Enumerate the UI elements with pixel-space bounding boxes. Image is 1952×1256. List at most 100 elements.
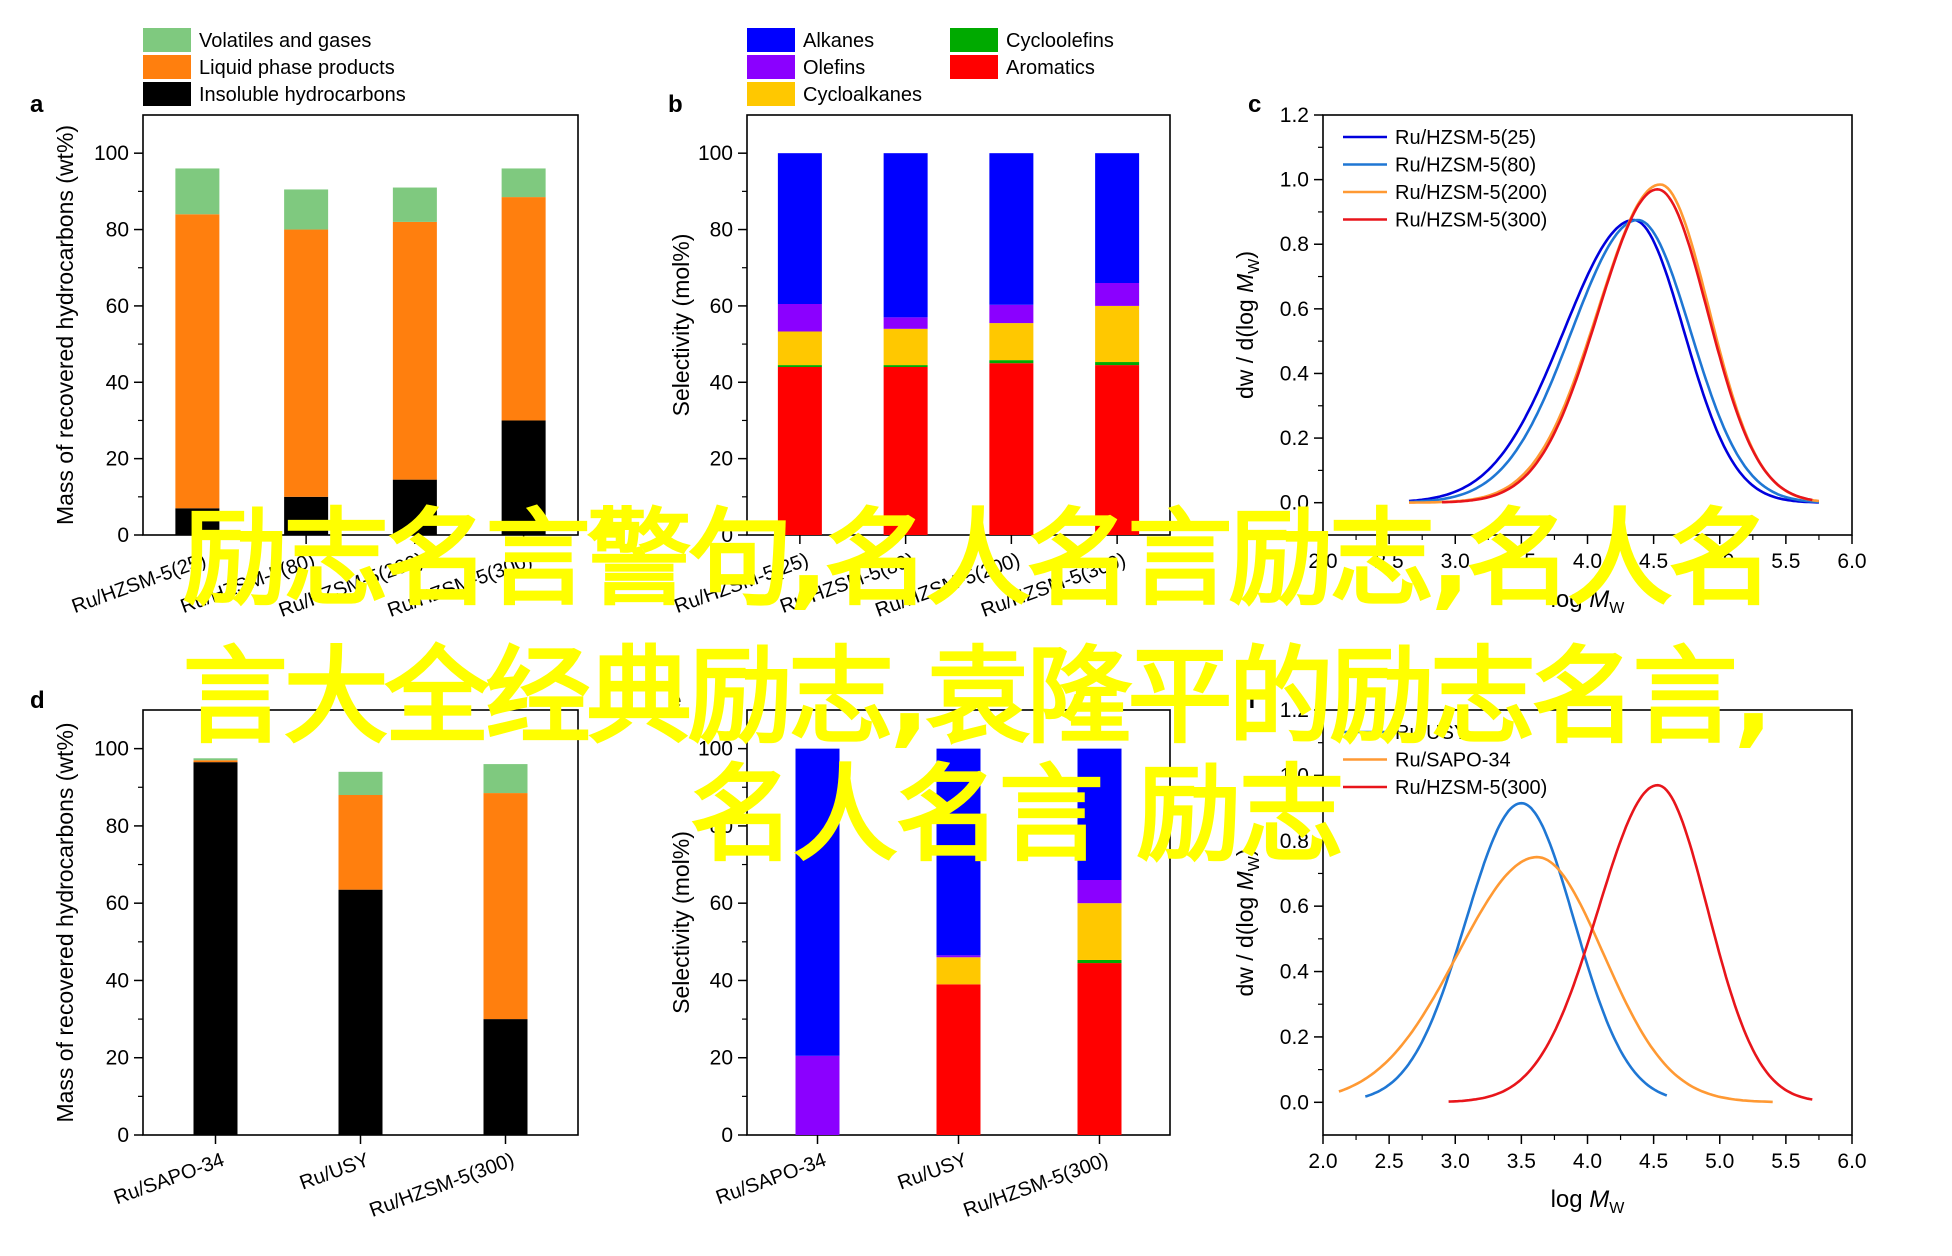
bar-segment-a	[175, 508, 220, 535]
legend-label-c: Ru/HZSM-5(200)	[1395, 182, 1547, 204]
bar-segment-a	[284, 189, 329, 230]
x-tick-label-f: 4.5	[1639, 1150, 1668, 1173]
legend-label-f: Ru/SAPO-34	[1395, 750, 1511, 772]
panel-label-a: a	[30, 91, 44, 118]
x-tick-label-f: 5.0	[1705, 1150, 1734, 1173]
legend-swatch-a	[143, 28, 191, 52]
y-tick-label-c: 1.0	[1280, 169, 1309, 192]
plot-frame-c	[1322, 114, 1853, 536]
x-tick-label-f: 4.0	[1573, 1150, 1602, 1173]
y-axis-label-e: Selectivity (mol%)	[668, 831, 694, 1014]
bar-segment-e	[936, 955, 981, 958]
legend-label-b: Alkanes	[803, 30, 874, 52]
legend-label-a: Liquid phase products	[199, 57, 395, 79]
y-tick-label-d: 20	[106, 1047, 129, 1070]
bar-segment-b	[989, 304, 1034, 324]
x-tick-label-c: 5.5	[1771, 550, 1800, 573]
y-tick-label-d: 100	[94, 738, 129, 761]
y-tick-label-a: 80	[106, 219, 129, 242]
bar-segment-b	[883, 328, 928, 366]
bar-segment-b	[1095, 305, 1140, 363]
series-line-c	[1408, 218, 1819, 504]
bar-segment-d	[483, 793, 528, 1020]
x-tick-label-e: Ru/USY	[895, 1149, 970, 1194]
bar-segment-a	[175, 168, 220, 215]
series-line-c	[1408, 218, 1820, 504]
bar-segment-e	[795, 748, 840, 1056]
bar-segment-e	[1077, 903, 1122, 960]
legend-swatch-a	[143, 55, 191, 79]
x-tick-label-c: 6.0	[1837, 550, 1866, 573]
bar-segment-b	[883, 153, 928, 318]
bar-segment-d	[483, 1019, 528, 1135]
y-tick-label-f: 1.0	[1280, 764, 1309, 787]
y-tick-label-e: 40	[710, 969, 733, 992]
y-tick-label-b: 40	[710, 371, 733, 394]
series-line-f	[1338, 855, 1773, 1104]
y-tick-label-e: 100	[698, 738, 733, 761]
y-tick-label-e: 80	[710, 815, 733, 838]
bar-segment-d	[193, 758, 238, 761]
series-line-f	[1364, 801, 1668, 1098]
y-tick-label-f: 0.8	[1280, 830, 1309, 853]
bar-segment-e	[936, 957, 981, 985]
y-tick-label-d: 80	[106, 815, 129, 838]
y-tick-label-c: 0.0	[1280, 492, 1309, 515]
legend-swatch-b	[950, 28, 998, 52]
y-tick-label-a: 0	[117, 524, 129, 547]
bar-segment-d	[338, 771, 383, 795]
bar-segment-d	[193, 762, 238, 1135]
y-tick-label-d: 40	[106, 969, 129, 992]
plot-frame-a	[142, 114, 579, 536]
x-tick-label-c: 3.5	[1507, 550, 1536, 573]
y-axis-label-c: dw / d(log MW)	[1232, 251, 1263, 399]
bar-segment-b	[989, 363, 1034, 535]
x-tick-label-c: 3.0	[1441, 550, 1470, 573]
y-tick-label-b: 60	[710, 295, 733, 318]
panel-label-b: b	[668, 91, 683, 118]
x-tick-label-e: Ru/SAPO-34	[713, 1149, 829, 1209]
x-tick-label-d: Ru/SAPO-34	[111, 1149, 227, 1209]
bar-segment-a	[501, 420, 546, 535]
legend-label-b: Cycloolefins	[1006, 30, 1114, 52]
y-tick-label-b: 20	[710, 448, 733, 471]
y-tick-label-f: 1.2	[1280, 699, 1309, 722]
bar-segment-b	[1095, 365, 1140, 535]
x-tick-label-d: Ru/USY	[297, 1149, 372, 1194]
legend-f: Ru/USY Ru/SAPO-34 Ru/HZSM-5(300)	[1343, 722, 1547, 799]
y-tick-label-d: 60	[106, 892, 129, 915]
legend-label-b: Cycloalkanes	[803, 84, 922, 106]
x-tick-label-c: 2.5	[1375, 550, 1404, 573]
bar-segment-b	[777, 153, 822, 304]
legend-label-f: Ru/USY	[1395, 722, 1467, 744]
bar-segment-d	[483, 764, 528, 794]
bar-segment-a	[392, 187, 437, 222]
bar-segment-e	[1077, 959, 1122, 964]
y-tick-label-f: 0.4	[1280, 961, 1310, 984]
x-tick-label-c: 2.0	[1308, 550, 1337, 573]
plot-frame-b	[746, 114, 1171, 536]
bar-segment-d	[338, 795, 383, 890]
x-tick-label-c: 4.5	[1639, 550, 1668, 573]
x-tick-label-f: 6.0	[1837, 1150, 1866, 1173]
bar-segment-b	[1095, 362, 1140, 366]
y-axis-label-b: Selectivity (mol%)	[668, 234, 694, 417]
bar-segment-b	[883, 365, 928, 367]
bar-segment-b	[777, 367, 822, 535]
y-axis-label-d: Mass of recovered hydrocarbons (wt%)	[52, 722, 78, 1122]
panel-label-c: c	[1248, 91, 1261, 118]
bar-segment-e	[936, 748, 981, 956]
legend-swatch-b	[747, 28, 795, 52]
legend-label-b: Olefins	[803, 57, 865, 79]
y-tick-label-a: 40	[106, 371, 129, 394]
legend-label-a: Volatiles and gases	[199, 30, 371, 52]
bar-segment-b	[777, 365, 822, 367]
y-tick-label-c: 0.2	[1280, 427, 1309, 450]
y-tick-label-d: 0	[117, 1124, 129, 1147]
bar-segment-d	[193, 760, 238, 763]
y-tick-label-e: 0	[721, 1124, 733, 1147]
y-tick-label-e: 20	[710, 1047, 733, 1070]
x-tick-label-e: Ru/HZSM-5(300)	[961, 1149, 1112, 1222]
bar-segment-b	[883, 367, 928, 535]
series-line-c	[1442, 187, 1813, 504]
